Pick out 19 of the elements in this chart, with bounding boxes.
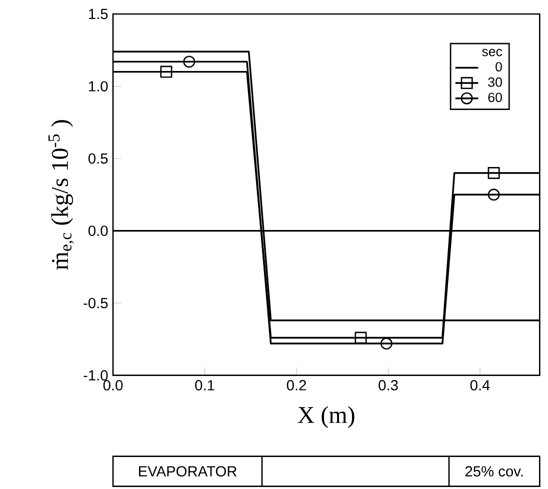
legend-label: 0 bbox=[496, 62, 502, 72]
y-tick-label: 1.5 bbox=[89, 8, 108, 19]
x-tick-label: 0.3 bbox=[378, 380, 398, 390]
y-axis-title: ṁ$_{e,c}$ (kg/s 10$^{-5}$ ) bbox=[48, 120, 74, 270]
legend-title: sec bbox=[482, 48, 502, 56]
x-tick-label: 0.4 bbox=[470, 380, 490, 390]
y-tick-label: 1.0 bbox=[89, 80, 108, 92]
y-tick-label: -0.5 bbox=[84, 298, 108, 308]
legend-label: 30 bbox=[488, 77, 502, 87]
x-tick-label: 0.1 bbox=[195, 380, 214, 390]
y-tick-label: 0.0 bbox=[88, 225, 108, 236]
text: 25% cov. bbox=[465, 466, 523, 476]
x-tick-label: 0.2 bbox=[286, 380, 306, 390]
legend-label: 60 bbox=[488, 92, 502, 102]
x-axis-title: X (m) bbox=[298, 406, 354, 428]
text: EVAPORATOR bbox=[139, 466, 237, 476]
y-tick-label: 0.5 bbox=[88, 153, 108, 164]
y-tick-label: -1.0 bbox=[84, 370, 108, 380]
x-tick-label: 0.0 bbox=[103, 380, 123, 390]
